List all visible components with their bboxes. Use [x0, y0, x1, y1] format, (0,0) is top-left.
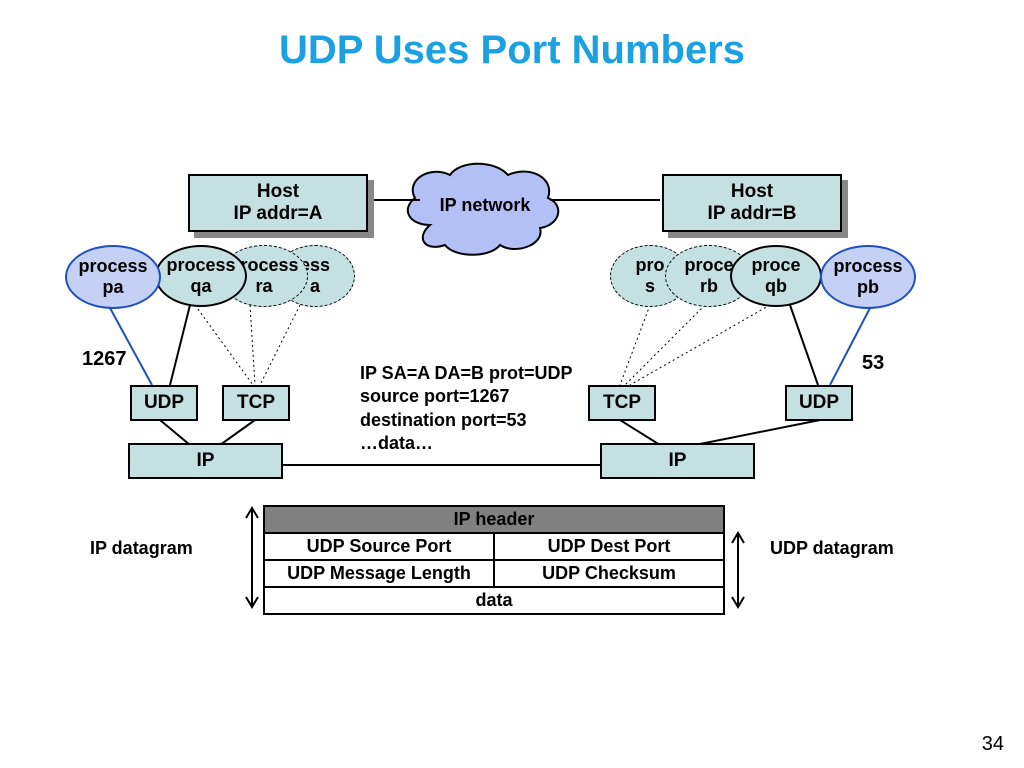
- label-udp-datagram: UDP datagram: [770, 538, 894, 559]
- pkt-l2: source port=1267: [360, 385, 573, 408]
- proc-pa: process pa: [65, 245, 161, 309]
- port-a-label: 1267: [82, 348, 127, 371]
- ip-a-box: IP: [128, 443, 283, 479]
- dgram-header: IP header: [264, 506, 724, 533]
- dgram-data: data: [264, 587, 724, 614]
- host-a-box: Host IP addr=A: [188, 174, 368, 232]
- host-b-line2: IP addr=B: [708, 203, 797, 225]
- dgram-chk: UDP Checksum: [494, 560, 724, 587]
- tcp-b-box: TCP: [588, 385, 656, 421]
- tcp-a-box: TCP: [222, 385, 290, 421]
- packet-desc: IP SA=A DA=B prot=UDP source port=1267 d…: [360, 362, 573, 456]
- host-b-box: Host IP addr=B: [662, 174, 842, 232]
- host-b-line1: Host: [731, 181, 773, 203]
- dgram-srcport: UDP Source Port: [264, 533, 494, 560]
- page-number: 34: [982, 733, 1004, 756]
- pkt-l1: IP SA=A DA=B prot=UDP: [360, 362, 573, 385]
- pkt-l3: destination port=53: [360, 409, 573, 432]
- dgram-dstport: UDP Dest Port: [494, 533, 724, 560]
- proc-pb: process pb: [820, 245, 916, 309]
- ip-b-box: IP: [600, 443, 755, 479]
- udp-b-box: UDP: [785, 385, 853, 421]
- host-a-line2: IP addr=A: [234, 203, 323, 225]
- host-a-line1: Host: [257, 181, 299, 203]
- proc-qa: process qa: [155, 245, 247, 307]
- pkt-l4: …data…: [360, 432, 573, 455]
- cloud-label: IP network: [420, 195, 550, 216]
- label-ip-datagram: IP datagram: [90, 538, 193, 559]
- udp-a-box: UDP: [130, 385, 198, 421]
- proc-qb: proce qb: [730, 245, 822, 307]
- port-b-label: 53: [862, 352, 884, 375]
- datagram-table: IP header UDP Source Port UDP Dest Port …: [263, 505, 725, 615]
- dgram-len: UDP Message Length: [264, 560, 494, 587]
